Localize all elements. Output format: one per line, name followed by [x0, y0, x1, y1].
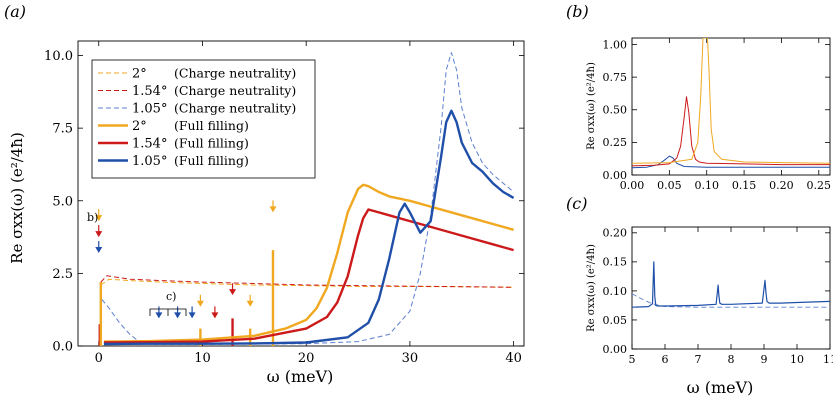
x-tick-label: 5: [629, 353, 636, 366]
y-tick-label: 7.5: [52, 122, 73, 137]
y-tick-label: 10.0: [44, 49, 73, 64]
x-tick-label: 9: [761, 353, 768, 366]
y-tick-label: 0.25: [603, 136, 628, 149]
series-line-red-dashed: [100, 275, 514, 288]
arrow-head-red: [229, 289, 237, 296]
legend-angle: 1.54°: [132, 84, 167, 99]
legend-box: [91, 59, 316, 179]
y-tick-label: 0.20: [603, 227, 628, 240]
series-line-red: [632, 96, 830, 167]
series-line-blue: [632, 155, 830, 169]
legend-desc: (Full filling): [174, 118, 249, 133]
x-tick-label: 0.20: [769, 179, 794, 192]
legend-angle: 1.05°: [132, 102, 167, 117]
x-tick-label: 0.25: [807, 179, 832, 192]
x-tick-label: 6: [662, 353, 669, 366]
series-group: [632, 261, 830, 308]
annotation-c: c): [166, 290, 176, 303]
panel-a-label: (a): [4, 2, 26, 21]
y-tick-label: 0.75: [603, 71, 628, 84]
panel-a-ylabel: Re σxx(ω) (e²/4ħ): [8, 132, 26, 264]
x-tick-label: 20: [298, 351, 315, 366]
legend-desc: (Charge neutrality): [174, 101, 296, 116]
x-tick-label: 10: [194, 351, 211, 366]
arrow-head-red: [211, 312, 219, 319]
annotation-c-bracket: [149, 308, 187, 316]
panel-c-ylabel: Re σxx(ω) (e²/4ħ): [586, 244, 597, 332]
legend-desc: (Full filling): [174, 153, 249, 168]
panel-c-xlabel: ω (meV): [687, 378, 754, 397]
plot-panel-c: 5 6 7 8 9 10 11 0.00 0.05 0.10 0.15 0.20: [603, 226, 833, 366]
y-tick-label: 0.0: [52, 340, 73, 355]
legend-angle: 1.54°: [132, 137, 167, 152]
x-tick-label: 0.05: [657, 179, 682, 192]
series-line-blue_dash-dashed: [101, 52, 514, 345]
series-line-blue: [632, 261, 830, 308]
panel-b-label: (b): [566, 2, 589, 21]
panel-b-ylabel: Re σxx(ω) (e²/4ħ): [586, 62, 597, 150]
y-tick-label: 0.05: [603, 314, 628, 327]
x-tick-label: 0.15: [732, 179, 757, 192]
arrow-head-orange: [246, 300, 254, 307]
y-tick-label: 2.5: [52, 267, 73, 282]
x-tick-label: 10: [790, 353, 804, 366]
legend-desc: (Charge neutrality): [174, 83, 296, 98]
series-group: [632, 38, 830, 169]
legend-desc: (Charge neutrality): [174, 66, 296, 81]
arrow-head-orange: [196, 300, 204, 307]
plot-frame: [77, 40, 525, 347]
panel-c-label: (c): [566, 194, 587, 213]
series-line-red: [103, 208, 514, 344]
plot-frame: [631, 226, 831, 350]
arrow-head-blue: [174, 312, 182, 319]
legend-angle: 1.05°: [132, 154, 167, 169]
annotation-b: b): [87, 211, 98, 224]
series-line-orange: [103, 183, 514, 343]
series-group: [98, 52, 515, 346]
x-tick-label: 40: [505, 351, 522, 366]
arrow-head-orange: [269, 206, 277, 213]
arrow-head-orange: [95, 215, 103, 222]
plot-frame: [631, 37, 831, 176]
series-line-blue_dash-dashed: [632, 293, 830, 308]
legend-desc: (Full filling): [174, 136, 249, 151]
series-line-blue: [103, 109, 515, 346]
legend-angle: 2°: [132, 119, 147, 134]
x-tick-label: 11: [823, 353, 833, 366]
arrow-head-red: [95, 231, 103, 238]
panel-a-xlabel: ω (meV): [267, 367, 334, 386]
x-tick-label: 8: [728, 353, 735, 366]
x-tick-label: 0: [95, 351, 103, 366]
x-tick-label: 0.10: [694, 179, 719, 192]
legend-angle: 2°: [132, 67, 147, 82]
x-tick-label: 7: [695, 353, 702, 366]
series-line-orange: [632, 38, 830, 164]
plot-panel-a: 0 10 20 30 40 0.0 2.5 5.0 7.5 10.0: [44, 40, 525, 366]
x-tick-label: 30: [402, 351, 419, 366]
y-tick-label: 1.00: [603, 38, 628, 51]
y-tick-label: 0.00: [603, 169, 628, 182]
x-tick-label: 0.00: [620, 179, 645, 192]
y-tick-label: 0.15: [603, 256, 628, 269]
legend: 2° (Charge neutrality) 1.54° (Charge neutra…: [91, 59, 316, 179]
y-tick-label: 5.0: [52, 194, 73, 209]
y-tick-label: 0.50: [603, 104, 628, 117]
arrow-head-blue: [95, 247, 103, 254]
arrow-head-blue: [155, 312, 163, 319]
y-tick-label: 0.10: [603, 285, 628, 298]
y-tick-label: 0.00: [603, 343, 628, 356]
plot-panel-b: 0.00 0.05 0.10 0.15 0.20 0.25 0.00 0.25 0.50 0.75…: [603, 37, 832, 192]
arrow-head-blue: [188, 312, 196, 319]
